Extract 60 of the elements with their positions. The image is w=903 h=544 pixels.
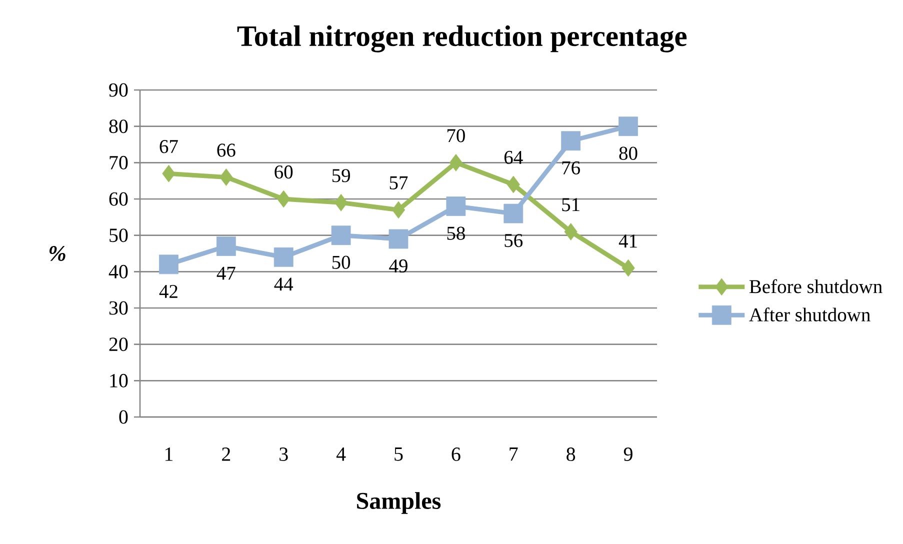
data-label: 51 xyxy=(562,198,580,212)
point xyxy=(220,168,233,186)
chart-title: Total nitrogen reduction percentage xyxy=(237,25,687,52)
data-label: 57 xyxy=(390,176,408,190)
data-label: 67 xyxy=(160,140,178,154)
data-label: 50 xyxy=(332,256,350,269)
point xyxy=(504,204,524,224)
y-tick-label: 90 xyxy=(109,83,128,97)
data-label: 60 xyxy=(274,165,293,179)
y-axis-title: % xyxy=(50,246,66,261)
data-label: 56 xyxy=(504,234,523,248)
x-tick-label: 5 xyxy=(394,448,403,461)
point xyxy=(622,259,635,277)
point xyxy=(334,194,348,212)
data-label: 76 xyxy=(562,161,580,174)
point xyxy=(618,116,638,136)
point xyxy=(331,226,351,246)
point xyxy=(446,196,466,216)
data-label: 64 xyxy=(504,150,523,164)
data-label: 66 xyxy=(217,144,236,157)
point xyxy=(392,201,406,219)
legend-label: Before shutdown xyxy=(749,279,882,294)
point xyxy=(506,176,520,194)
data-label: 49 xyxy=(389,259,408,273)
data-label: 59 xyxy=(332,169,350,182)
x-tick-label: 7 xyxy=(510,448,518,461)
data-label: 47 xyxy=(216,266,236,280)
point xyxy=(277,190,290,208)
data-label: 42 xyxy=(159,284,178,298)
x-tick-label: 2 xyxy=(222,448,230,461)
y-tick-label: 70 xyxy=(110,156,128,170)
point xyxy=(162,164,176,182)
y-tick-label: 60 xyxy=(109,192,128,206)
x-tick-label: 8 xyxy=(566,448,576,462)
legend-label: After shutdown xyxy=(749,308,870,322)
data-label: 80 xyxy=(619,146,638,160)
point xyxy=(216,236,236,256)
point xyxy=(388,229,408,249)
point xyxy=(561,131,581,151)
y-tick-label: 30 xyxy=(109,301,128,315)
y-tick-label: 40 xyxy=(108,264,128,278)
x-tick-label: 6 xyxy=(452,448,460,461)
data-label: 41 xyxy=(618,234,637,248)
y-tick-label: 0 xyxy=(119,410,128,424)
x-tick-label: 4 xyxy=(336,448,346,461)
y-tick-label: 10 xyxy=(110,374,128,388)
y-tick-label: 80 xyxy=(109,120,128,134)
point xyxy=(274,247,294,267)
x-tick-label: 9 xyxy=(624,448,632,461)
data-label: 44 xyxy=(274,278,294,291)
x-tick-label: 3 xyxy=(280,448,288,461)
data-label: 58 xyxy=(447,226,465,240)
point xyxy=(449,154,463,172)
x-tick-label: 1 xyxy=(165,448,173,461)
x-axis-title: Samples xyxy=(357,492,441,514)
point xyxy=(564,223,578,240)
y-tick-label: 50 xyxy=(110,228,128,242)
y-tick-label: 20 xyxy=(109,338,128,352)
data-label: 70 xyxy=(447,129,465,142)
point xyxy=(159,254,178,274)
